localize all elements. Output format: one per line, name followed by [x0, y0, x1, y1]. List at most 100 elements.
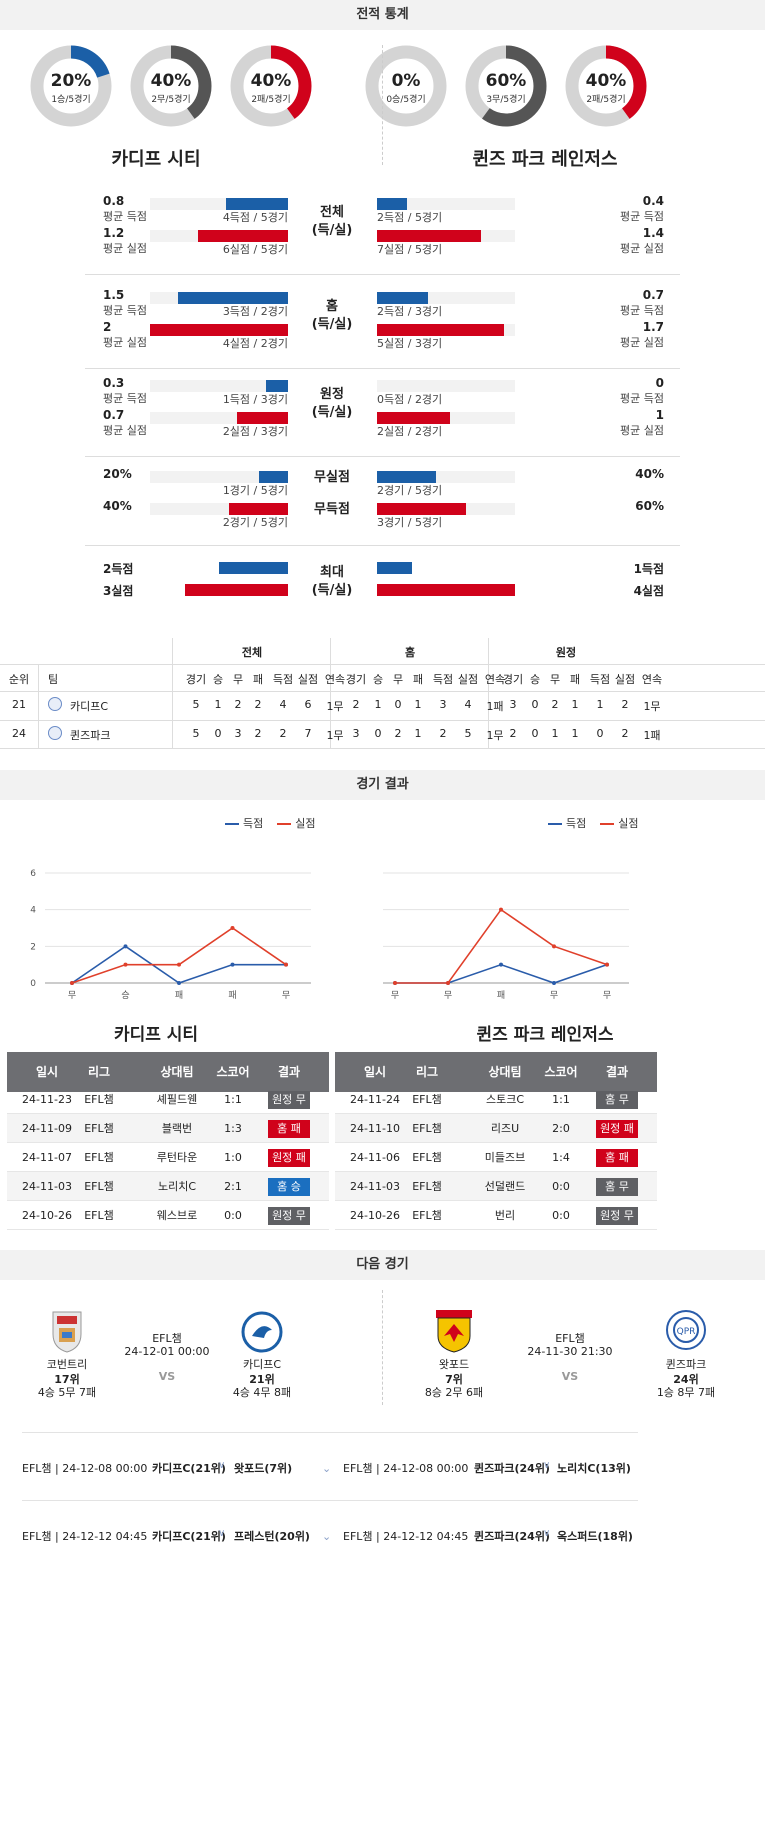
upcoming-left-match[interactable]: 카디프C(21위): [152, 1462, 226, 1475]
donut-ring: [465, 45, 547, 127]
upcoming-left-info: EFL챔 | 24-12-08 00:00: [22, 1462, 148, 1475]
right-bar: [377, 324, 504, 336]
x-tick-label: 무: [444, 990, 452, 1000]
right-bar: [377, 292, 429, 304]
donut-chart: 0% 0승/5경기: [364, 44, 448, 128]
results-cell-league: EFL챔: [412, 1122, 442, 1135]
standings-cell: 1: [551, 727, 559, 740]
upcoming-right-opponent[interactable]: 노리치C(13위): [557, 1462, 631, 1475]
standings-cell: 1: [414, 727, 422, 740]
vs-label: VS: [561, 1370, 579, 1383]
results-cell-date: 24-11-10: [350, 1122, 400, 1135]
standings-cell: 2: [352, 698, 360, 711]
standings-cell: 0: [374, 727, 382, 740]
result-badge: 홈 승: [268, 1178, 310, 1196]
standings-col-header: 득점: [272, 673, 294, 686]
results-row[interactable]: 24-11-10 EFL챔 리즈U 2:0 원정 패: [335, 1114, 657, 1143]
results-table-header: 일시 리그 상대팀 스코어 결과: [7, 1052, 329, 1092]
results-cell-date: 24-11-03: [350, 1180, 400, 1193]
right-value: 4실점: [633, 584, 664, 598]
double-chevron-down-icon[interactable]: ⌄: [322, 1462, 332, 1475]
standings-cell: 2: [551, 698, 559, 711]
results-row[interactable]: 24-11-23 EFL챔 셰필드웬 1:1 원정 무: [7, 1085, 329, 1114]
standings-cell: 3: [439, 698, 447, 711]
results-cell-league: EFL챔: [412, 1180, 442, 1193]
right-label: 평균 득점: [620, 304, 664, 317]
left-bar: [229, 503, 288, 515]
upcoming-left-opponent[interactable]: 왓포드(7위): [234, 1462, 293, 1475]
upcoming-right-opponent[interactable]: 옥스퍼드(18위): [557, 1530, 633, 1543]
left-count: 1경기 / 5경기: [222, 484, 288, 497]
team-rank: 24: [12, 727, 26, 740]
standings-cell: 1무: [643, 700, 661, 713]
team-rank: 21: [12, 698, 26, 711]
max-center-label: 최대 (득/실): [311, 565, 353, 598]
upcoming-left-match[interactable]: 카디프C(21위): [152, 1530, 226, 1543]
results-row[interactable]: 24-11-06 EFL챔 미들즈브 1:4 홈 패: [335, 1143, 657, 1172]
results-row[interactable]: 24-11-09 EFL챔 블랙번 1:3 홈 패: [7, 1114, 329, 1143]
standings-col-header: 패: [412, 673, 424, 686]
standings-cell: 1무: [326, 729, 344, 742]
right-value: 1: [655, 408, 664, 422]
upcoming-right-match[interactable]: 퀸즈파크(24위): [474, 1462, 550, 1475]
standings-cell: 0: [596, 727, 604, 740]
standings-col-header: 패: [252, 673, 264, 686]
standings-cell: 1: [596, 698, 604, 711]
standings-col-header: 승: [212, 673, 224, 686]
results-row[interactable]: 24-10-26 EFL챔 번리 0:0 원정 무: [335, 1201, 657, 1230]
right-value: 1.7: [642, 320, 664, 334]
donut-sub: 2패/5경기: [251, 95, 291, 105]
results-cell-opp: 루턴타운: [156, 1151, 198, 1164]
standings-cell: 0: [531, 727, 539, 740]
results-row[interactable]: 24-11-03 EFL챔 선덜랜드 0:0 홈 무: [335, 1172, 657, 1201]
standings-col-header: 경기: [185, 673, 207, 686]
results-cell-opp: 웨스브로: [156, 1209, 198, 1222]
left-bar: [265, 380, 288, 392]
donut-sub: 2패/5경기: [586, 95, 626, 105]
right-count: 2득점 / 3경기: [377, 305, 443, 318]
results-cell-score: 1:1: [552, 1093, 570, 1106]
team-name[interactable]: 퀸즈파크: [70, 729, 111, 742]
result-badge: 원정 무: [596, 1207, 638, 1225]
group-center-label: 홈 (득/실): [311, 299, 353, 332]
next-right-team-record: 4승 4무 8패: [232, 1386, 292, 1399]
next-right-team-name: 카디프C: [242, 1358, 282, 1371]
right-count: 5실점 / 3경기: [377, 337, 443, 350]
right-value: 60%: [635, 499, 664, 513]
standings-cell: 1: [214, 698, 222, 711]
results-col-header: 리그: [87, 1065, 111, 1079]
right-count: 2득점 / 5경기: [377, 211, 443, 224]
right-value: 40%: [635, 467, 664, 481]
team-header: 팀: [48, 673, 59, 686]
results-row[interactable]: 24-10-26 EFL챔 웨스브로 0:0 원정 무: [7, 1201, 329, 1230]
right-count: 3경기 / 5경기: [377, 516, 443, 529]
versus-chevron-icon: ∨: [543, 1460, 551, 1471]
results-row[interactable]: 24-11-07 EFL챔 루턴타운 1:0 원정 패: [7, 1143, 329, 1172]
results-cell-score: 1:0: [224, 1151, 242, 1164]
standings-col-header: 무: [232, 673, 244, 686]
clean-center-label: 무실점: [314, 470, 350, 485]
team-name[interactable]: 카디프C: [70, 700, 109, 713]
donut-ring: [230, 45, 312, 127]
result-badge: 원정 패: [268, 1149, 310, 1167]
standings-cell: 3: [352, 727, 360, 740]
standings-cell: 6: [304, 698, 312, 711]
legend-line-icon: [600, 823, 615, 825]
results-table-header: 일시 리그 상대팀 스코어 결과: [335, 1052, 657, 1092]
results-row[interactable]: 24-11-24 EFL챔 스토크C 1:1 홈 무: [335, 1085, 657, 1114]
next-left-team-rank: 7위: [445, 1373, 463, 1386]
right-bar: [377, 198, 408, 210]
standings-group-header: 전체: [241, 646, 263, 659]
x-tick-label: 무: [282, 990, 290, 1000]
upcoming-left-opponent[interactable]: 프레스턴(20위): [234, 1530, 310, 1543]
left-label: 평균 실점: [103, 424, 147, 437]
results-cell-league: EFL챔: [412, 1209, 442, 1222]
double-chevron-down-icon[interactable]: ⌄: [322, 1530, 332, 1543]
results-cell-date: 24-11-24: [350, 1093, 400, 1106]
x-tick-label: 무: [603, 990, 611, 1000]
series-line-0: [395, 963, 608, 984]
upcoming-right-match[interactable]: 퀸즈파크(24위): [474, 1530, 550, 1543]
results-row[interactable]: 24-11-03 EFL챔 노리치C 2:1 홈 승: [7, 1172, 329, 1201]
y-tick-label: 2: [30, 942, 36, 952]
results-cell-score: 1:4: [552, 1151, 570, 1164]
